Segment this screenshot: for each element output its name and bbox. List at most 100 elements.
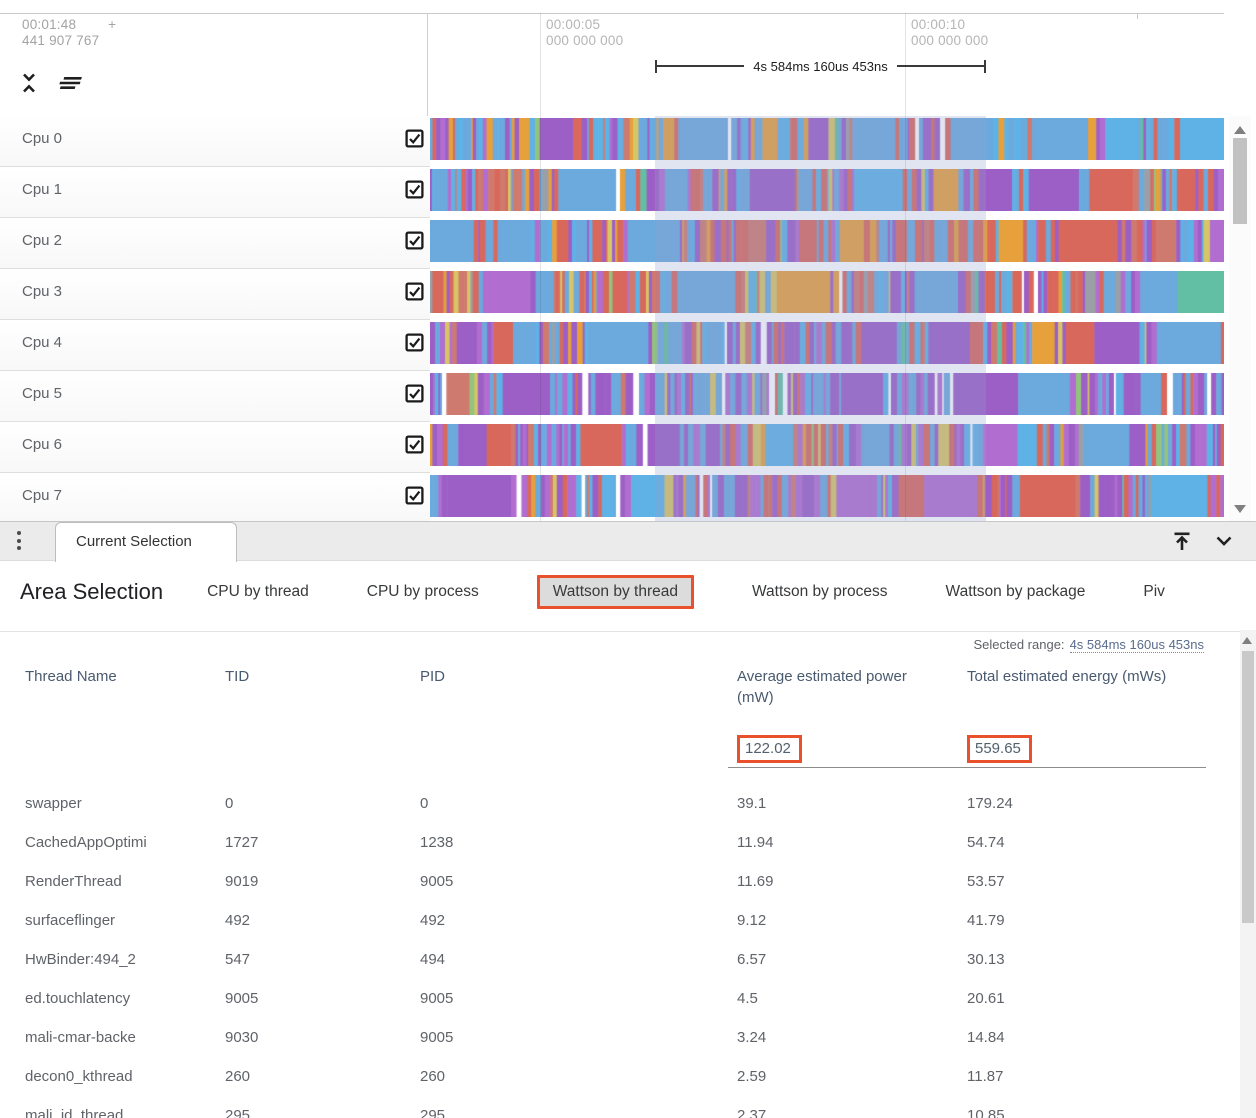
cell-tid: 547 <box>225 951 251 968</box>
summary-avg-power: 122.02 <box>737 735 802 763</box>
selected-range-link[interactable]: 4s 584ms 160us 453ns <box>1069 637 1204 653</box>
table-row[interactable]: CachedAppOptimi 1727 1238 11.94 54.74 <box>25 823 1208 862</box>
cpu-slices-canvas[interactable] <box>430 475 1224 517</box>
time-minor-tick <box>1137 13 1138 19</box>
track-label: Cpu 7 <box>22 487 63 504</box>
cell-power: 11.94 <box>737 834 774 851</box>
scrollbar-thumb[interactable] <box>1233 138 1247 224</box>
view-tab-wattson-by-package[interactable]: Wattson by package <box>945 583 1086 600</box>
scroll-up-arrow-icon[interactable] <box>1242 637 1252 644</box>
cpu-track-row: Cpu 4 <box>0 320 1256 371</box>
column-header-avg-power[interactable]: Average estimated power (mW) <box>737 668 907 706</box>
track-shell[interactable]: Cpu 3 <box>0 269 430 320</box>
cell-energy: 10.85 <box>967 1107 1005 1118</box>
scroll-up-arrow-icon[interactable] <box>1234 126 1246 134</box>
cell-pid: 295 <box>420 1107 446 1118</box>
details-panel-header: Current Selection <box>0 521 1256 562</box>
table-row[interactable]: RenderThread 9019 9005 11.69 53.57 <box>25 862 1208 901</box>
tab-current-selection[interactable]: Current Selection <box>55 522 237 562</box>
cell-energy: 14.84 <box>967 1029 1005 1046</box>
cell-power: 11.69 <box>737 873 774 890</box>
table-row[interactable]: surfaceflinger 492 492 9.12 41.79 <box>25 901 1208 940</box>
cpu-slices-canvas[interactable] <box>430 373 1224 415</box>
column-header-total-energy[interactable]: Total estimated energy (mWs) <box>967 668 1167 685</box>
cell-power: 3.24 <box>737 1029 767 1046</box>
track-shell[interactable]: Cpu 7 <box>0 473 430 521</box>
cell-tid: 492 <box>225 912 251 929</box>
cpu-slices-canvas[interactable] <box>430 424 1224 466</box>
origin-plus: + <box>108 17 117 32</box>
cell-pid: 9005 <box>420 1029 454 1046</box>
expand-panel-to-top-icon[interactable] <box>1170 529 1194 553</box>
details-scroll-top-border <box>0 631 1240 632</box>
scrollbar-thumb[interactable] <box>1242 651 1254 923</box>
track-label: Cpu 1 <box>22 181 63 198</box>
column-header-pid[interactable]: PID <box>420 668 446 685</box>
cell-pid: 1238 <box>420 834 454 851</box>
cell-pid: 9005 <box>420 990 454 1007</box>
cell-power: 39.1 <box>737 795 767 812</box>
selection-duration-ruler: 4s 584ms 160us 453ns <box>655 58 986 74</box>
track-shell[interactable]: Cpu 6 <box>0 422 430 473</box>
track-shell[interactable]: Cpu 5 <box>0 371 430 422</box>
view-tab-cpu-by-process[interactable]: CPU by process <box>366 583 479 600</box>
view-tab-cpu-by-thread[interactable]: CPU by thread <box>207 583 309 600</box>
track-shell[interactable]: Cpu 4 <box>0 320 430 371</box>
cpu-slices-canvas[interactable] <box>430 271 1224 313</box>
table-row[interactable]: ed.touchlatency 9005 9005 4.5 20.61 <box>25 979 1208 1018</box>
cell-energy: 20.61 <box>967 990 1005 1007</box>
cell-energy: 179.24 <box>967 795 1013 812</box>
track-checkbox[interactable] <box>405 333 424 352</box>
track-label: Cpu 3 <box>22 283 63 300</box>
track-label: Cpu 5 <box>22 385 63 402</box>
cpu-slices-canvas[interactable] <box>430 169 1224 211</box>
table-summary-row: 122.02 559.65 <box>25 735 1208 763</box>
ruler-timestamp: 00:00:10 000 000 000 <box>911 17 989 48</box>
track-shell[interactable]: Cpu 1 <box>0 167 430 218</box>
table-row[interactable]: swapper 0 0 39.1 179.24 <box>25 784 1208 823</box>
column-header-tid[interactable]: TID <box>225 668 250 685</box>
origin-fraction: 441 907 767 <box>22 33 100 48</box>
tracks-scrollbar[interactable] <box>1229 116 1251 521</box>
track-checkbox[interactable] <box>405 486 424 505</box>
cpu-slices-canvas[interactable] <box>430 118 1224 160</box>
details-scrollbar[interactable] <box>1240 630 1256 1118</box>
summary-total-energy: 559.65 <box>967 735 1032 763</box>
cell-name: ed.touchlatency <box>25 990 131 1007</box>
cell-tid: 295 <box>225 1107 251 1118</box>
view-tab-wattson-by-thread[interactable]: Wattson by thread <box>536 575 694 609</box>
ruler-right-tick <box>984 59 986 73</box>
track-checkbox[interactable] <box>405 129 424 148</box>
cell-power: 2.37 <box>737 1107 767 1118</box>
cell-pid: 494 <box>420 951 446 968</box>
view-tab-piv[interactable]: Piv <box>1143 583 1165 600</box>
cell-name: decon0_kthread <box>25 1068 133 1085</box>
table-row[interactable]: mali-cmar-backe 9030 9005 3.24 14.84 <box>25 1018 1208 1057</box>
cpu-slices-canvas[interactable] <box>430 220 1224 262</box>
origin-time: 00:01:48 <box>22 17 77 32</box>
track-shell[interactable]: Cpu 0 <box>0 116 430 167</box>
track-checkbox[interactable] <box>405 231 424 250</box>
collapse-panel-icon[interactable] <box>1212 529 1236 553</box>
track-checkbox[interactable] <box>405 180 424 199</box>
cpu-slices-canvas[interactable] <box>430 322 1224 364</box>
view-tab-wattson-by-process[interactable]: Wattson by process <box>751 583 888 600</box>
track-checkbox[interactable] <box>405 282 424 301</box>
cell-energy: 53.57 <box>967 873 1005 890</box>
table-row[interactable]: decon0_kthread 260 260 2.59 11.87 <box>25 1057 1208 1096</box>
column-header-thread-name[interactable]: Thread Name <box>25 668 117 685</box>
panel-menu-button[interactable] <box>17 531 37 553</box>
track-checkbox[interactable] <box>405 435 424 454</box>
track-shell[interactable]: Cpu 2 <box>0 218 430 269</box>
table-row[interactable]: mali_jd_thread 295 295 2.37 10.85 <box>25 1096 1208 1118</box>
cell-name: mali-cmar-backe <box>25 1029 136 1046</box>
track-sort-icon[interactable] <box>56 70 82 96</box>
scroll-down-arrow-icon[interactable] <box>1234 505 1246 513</box>
track-checkbox[interactable] <box>405 384 424 403</box>
cpu-track-row: Cpu 3 <box>0 269 1256 320</box>
cell-name: RenderThread <box>25 873 122 890</box>
collapse-tracks-icon[interactable] <box>16 70 42 96</box>
table-row[interactable]: HwBinder:494_2 547 494 6.57 30.13 <box>25 940 1208 979</box>
cpu-track-row: Cpu 5 <box>0 371 1256 422</box>
